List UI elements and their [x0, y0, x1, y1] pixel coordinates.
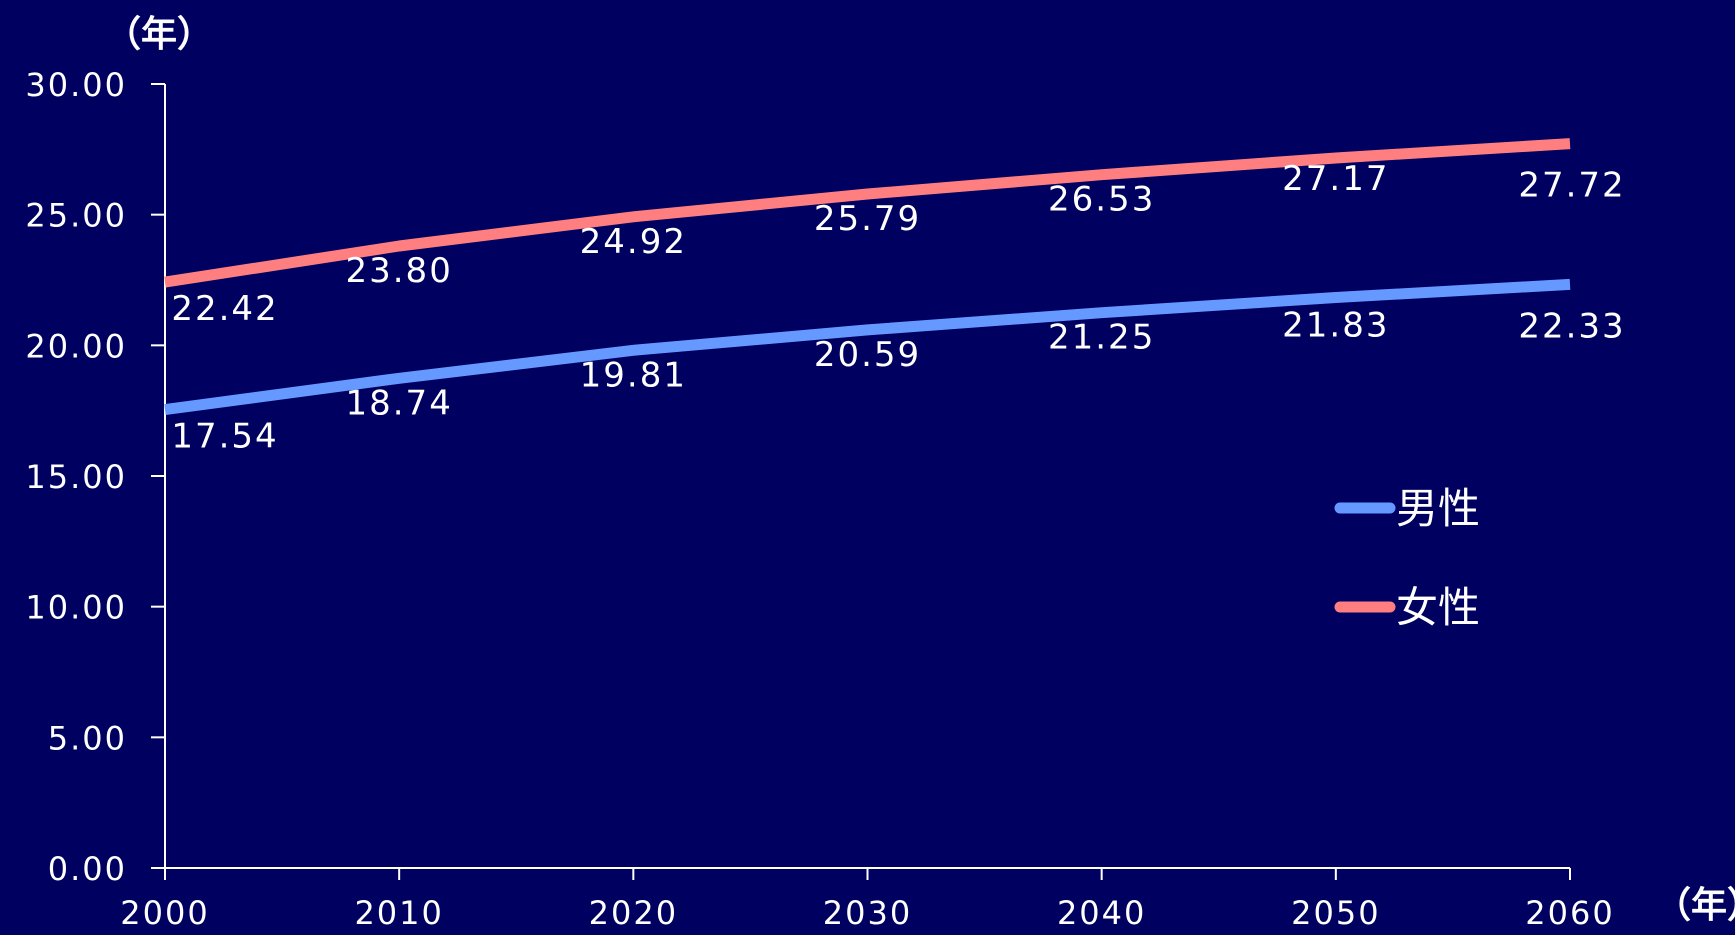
series-lines — [164, 138, 1571, 416]
y-tick-label: 0.00 — [48, 850, 127, 888]
legend-label-1: 女性 — [1396, 583, 1480, 632]
x-tick-label: 2040 — [1057, 894, 1146, 930]
data-labels: 17.54 18.74 19.81 20.59 21.25 21.83 22.33 22.42… — [171, 159, 1625, 457]
y-tick-label: 30.00 — [25, 66, 127, 104]
x-axis-unit-label: （年） — [1655, 885, 1735, 926]
series-line-1 — [164, 138, 1571, 288]
x-tick-label: 2010 — [354, 894, 443, 930]
data-label: 21.25 — [1048, 318, 1155, 358]
data-label: 26.53 — [1048, 180, 1155, 220]
y-tick-label: 25.00 — [25, 197, 127, 235]
series-line-0 — [164, 278, 1571, 416]
y-axis-unit-label: （年） — [105, 14, 213, 55]
data-label: 25.79 — [814, 199, 921, 239]
data-label: 17.54 — [171, 417, 278, 457]
data-label: 27.72 — [1518, 166, 1625, 206]
data-label: 18.74 — [345, 383, 452, 423]
data-label: 19.81 — [580, 355, 687, 395]
data-label: 24.92 — [580, 222, 687, 262]
data-label: 22.42 — [171, 289, 278, 329]
data-label: 23.80 — [345, 251, 452, 291]
x-tick-label: 2060 — [1525, 894, 1614, 930]
y-tick-label: 10.00 — [25, 589, 127, 627]
axes: 0.00 5.00 10.00 15.00 20.00 25.00 30.00 2000 201… — [25, 14, 1735, 932]
y-tick-label: 20.00 — [25, 327, 127, 365]
data-label: 27.17 — [1282, 159, 1389, 199]
y-tick-label: 15.00 — [25, 458, 127, 496]
x-tick-label: 2000 — [120, 894, 209, 930]
legend-label-0: 男性 — [1396, 484, 1480, 533]
data-label: 22.33 — [1518, 306, 1625, 346]
x-tick-label: 2050 — [1291, 894, 1380, 930]
data-label: 20.59 — [814, 335, 921, 375]
x-tick-label: 2020 — [589, 894, 678, 930]
x-tick-label: 2030 — [823, 894, 912, 930]
data-label: 21.83 — [1282, 306, 1389, 346]
y-tick-label: 5.00 — [48, 719, 127, 757]
